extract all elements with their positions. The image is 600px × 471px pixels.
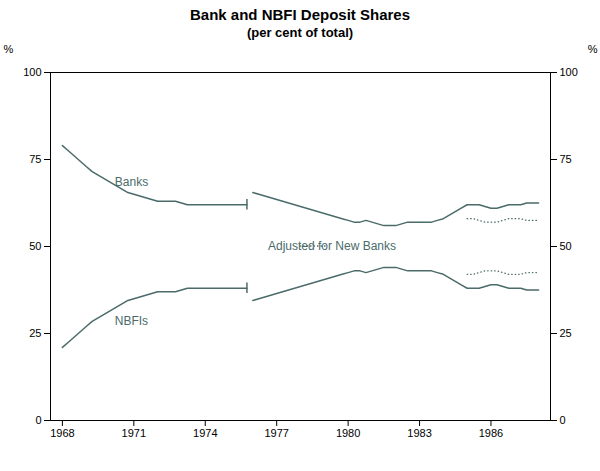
- svg-text:1968: 1968: [50, 427, 74, 439]
- svg-text:1977: 1977: [264, 427, 288, 439]
- svg-text:%: %: [4, 43, 14, 55]
- svg-text:50: 50: [29, 240, 41, 252]
- svg-text:Adjusted for New Banks: Adjusted for New Banks: [268, 239, 396, 253]
- svg-text:NBFIs: NBFIs: [115, 314, 148, 328]
- svg-text:1983: 1983: [407, 427, 431, 439]
- svg-text:1986: 1986: [479, 427, 503, 439]
- svg-text:25: 25: [29, 327, 41, 339]
- svg-text:1974: 1974: [193, 427, 217, 439]
- svg-text:75: 75: [560, 153, 572, 165]
- svg-text:Banks: Banks: [115, 175, 148, 189]
- svg-text:1980: 1980: [336, 427, 360, 439]
- svg-text:0: 0: [35, 414, 41, 426]
- svg-text:75: 75: [29, 153, 41, 165]
- html-text:(per cent of total): (per cent of total): [246, 25, 354, 40]
- svg-text:100: 100: [560, 66, 578, 78]
- svg-text:100: 100: [23, 66, 41, 78]
- svg-text:1971: 1971: [122, 427, 146, 439]
- svg-text:0: 0: [560, 414, 566, 426]
- html-text:Bank and NBFI Deposit Shares: Bank and NBFI Deposit Shares: [190, 6, 410, 23]
- svg-text:25: 25: [560, 327, 572, 339]
- svg-text:%: %: [588, 43, 598, 55]
- svg-text:50: 50: [560, 240, 572, 252]
